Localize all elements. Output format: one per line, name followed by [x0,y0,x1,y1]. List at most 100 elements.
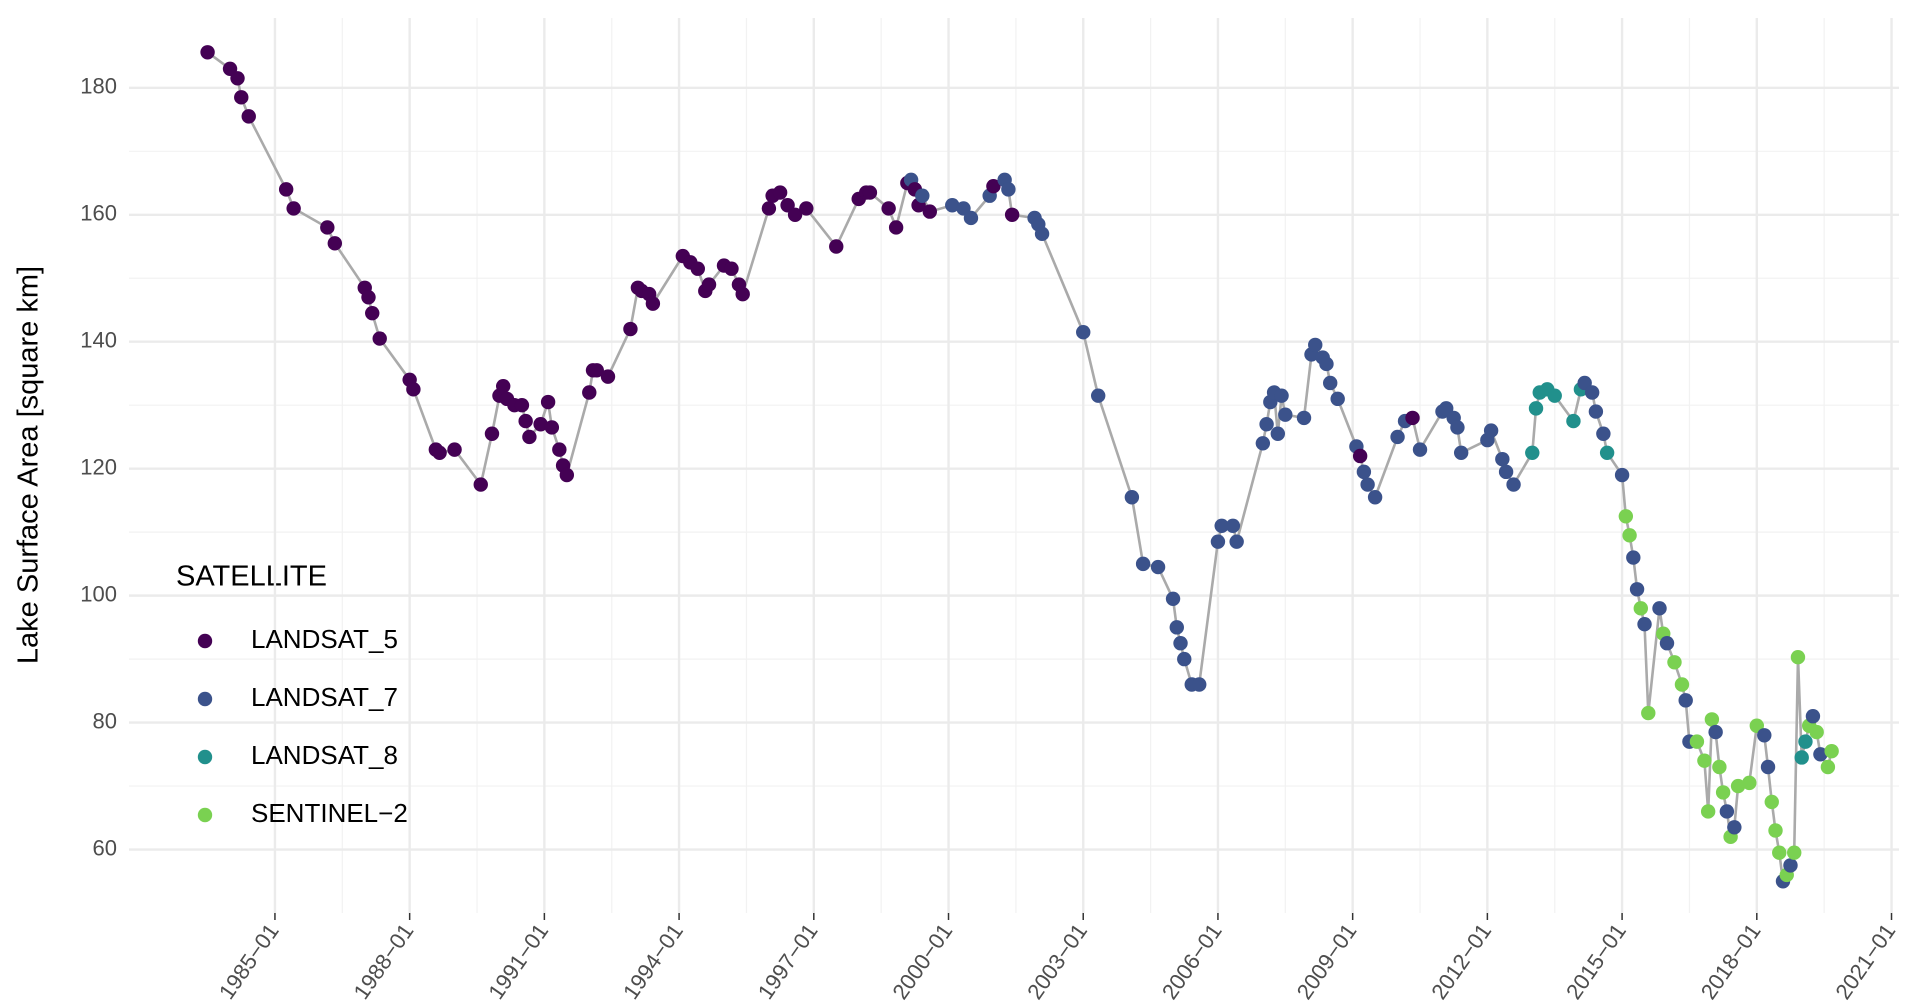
data-point [1809,724,1824,740]
data-point [1704,712,1720,727]
legend-marker [197,691,213,707]
data-point [533,417,548,432]
data-point [406,382,421,397]
data-point [1618,509,1634,524]
data-point [1689,734,1705,749]
data-point [1584,385,1600,400]
data-point [1135,556,1151,572]
data-point [1528,401,1544,416]
data-point [1255,436,1271,451]
legend-label: LANDSAT_5 [251,624,398,654]
data-point [559,467,575,483]
data-point [278,182,294,197]
data-point [1629,582,1645,597]
data-point [1173,636,1188,651]
legend-marker [197,633,213,649]
data-point [1566,413,1581,429]
data-point [922,204,938,219]
data-point [761,201,777,216]
y-tick-label: 120 [80,454,117,479]
legend-marker [197,807,213,823]
data-point [1719,804,1735,819]
data-point [320,220,335,235]
data-point [1783,858,1798,873]
data-point [327,236,343,251]
data-point [241,109,256,124]
data-point [372,331,387,346]
data-point [888,220,904,235]
x-tick-label: 1988−01 [349,919,419,1004]
data-point [1637,616,1652,632]
data-point [881,201,896,216]
data-point [1659,636,1675,651]
y-tick-label: 140 [80,328,117,353]
data-point [1296,410,1312,426]
x-tick-label: 2012−01 [1426,919,1496,1004]
data-point [484,426,500,441]
data-point [1757,728,1772,743]
data-point [772,185,788,200]
y-tick-label: 100 [80,581,117,606]
legend-title: SATELLITE [176,561,327,593]
data-point [361,290,376,305]
data-point [1270,426,1286,441]
data-point [1614,467,1630,483]
x-tick-label: 2006−01 [1157,919,1227,1004]
data-point [1352,448,1368,464]
data-point [589,363,604,378]
data-point [1124,490,1140,505]
data-point [1547,388,1562,403]
x-tick-label: 1985−01 [214,919,284,1004]
data-point [1626,550,1641,565]
data-point [1700,804,1716,819]
data-point [1715,785,1731,800]
data-point [1787,845,1802,860]
data-point [1742,775,1757,791]
data-point [1712,759,1727,775]
legend-label: LANDSAT_8 [251,740,398,770]
data-point [1004,207,1020,222]
data-point [1076,325,1091,340]
data-point [1813,747,1828,762]
x-tick-label: 2009−01 [1292,919,1362,1004]
data-point [1633,601,1648,616]
y-tick-label: 160 [80,201,117,226]
data-point [915,188,930,203]
y-axis-label: Lake Surface Area [square km] [13,266,45,664]
data-point [1772,845,1787,860]
data-point [540,394,556,410]
data-point [1727,820,1742,835]
data-point [473,477,488,492]
y-tick-label: 60 [93,835,117,860]
data-point [1177,651,1192,667]
data-point [1599,445,1615,461]
data-point [600,369,616,384]
data-point [286,201,301,216]
data-point [945,198,960,213]
data-point [1034,226,1050,242]
x-tick-label: 2003−01 [1022,919,1092,1004]
data-point [1674,677,1690,692]
y-tick-label: 80 [93,708,117,733]
data-point [1652,601,1667,616]
data-point [1274,388,1289,403]
data-point [230,71,245,86]
data-point [1495,451,1510,467]
data-point [1192,677,1207,692]
data-point [1356,464,1372,480]
data-point [1708,724,1723,740]
x-tick-label: 1991−01 [483,919,553,1004]
data-point [1667,655,1682,670]
data-point [1150,559,1166,575]
data-point [1001,182,1016,197]
legend-marker [197,749,213,765]
data-point [963,210,979,226]
data-point [1483,423,1499,438]
data-point [862,185,878,200]
data-point [1805,709,1821,724]
data-point [1405,410,1420,426]
data-point [1596,426,1611,441]
data-point [544,420,560,435]
data-point [1210,534,1226,549]
data-point [1790,649,1806,665]
